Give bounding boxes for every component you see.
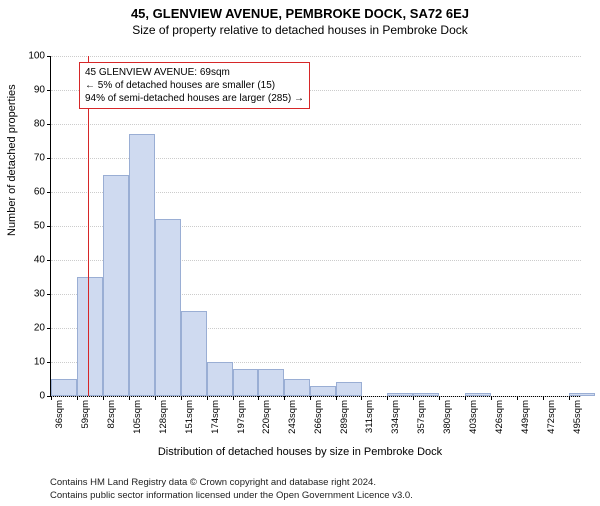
histogram-bar (310, 386, 336, 396)
histogram-bar (413, 393, 439, 396)
xtick-mark (439, 396, 440, 400)
xtick-label: 243sqm (287, 400, 298, 434)
ytick-label: 90 (34, 85, 51, 96)
chart-title-sub: Size of property relative to detached ho… (0, 23, 600, 37)
annotation-line: 45 GLENVIEW AVENUE: 69sqm (85, 66, 304, 79)
gridline (51, 396, 581, 397)
gridline (51, 124, 581, 125)
xtick-mark (181, 396, 182, 400)
xtick-mark (233, 396, 234, 400)
xtick-label: 495sqm (572, 400, 583, 434)
xtick-mark (284, 396, 285, 400)
xtick-label: 151sqm (184, 400, 195, 434)
ytick-label: 100 (28, 51, 51, 62)
ytick-label: 60 (34, 187, 51, 198)
ytick-label: 70 (34, 153, 51, 164)
xtick-label: 220sqm (261, 400, 272, 434)
annotation-line: 94% of semi-detached houses are larger (… (85, 92, 304, 105)
ytick-label: 10 (34, 357, 51, 368)
xtick-label: 380sqm (442, 400, 453, 434)
xtick-mark (207, 396, 208, 400)
histogram-bar (103, 175, 129, 396)
xtick-mark (336, 396, 337, 400)
xtick-label: 334sqm (390, 400, 401, 434)
xtick-label: 426sqm (494, 400, 505, 434)
xtick-mark (569, 396, 570, 400)
histogram-bar (51, 379, 77, 396)
xtick-mark (491, 396, 492, 400)
histogram-bar (284, 379, 310, 396)
histogram-bar (207, 362, 233, 396)
ytick-label: 80 (34, 119, 51, 130)
xtick-label: 59sqm (80, 400, 91, 429)
histogram-bar (465, 393, 491, 396)
xtick-mark (387, 396, 388, 400)
ytick-label: 30 (34, 289, 51, 300)
xtick-label: 289sqm (339, 400, 350, 434)
histogram-bar (233, 369, 259, 396)
xtick-label: 174sqm (210, 400, 221, 434)
xtick-label: 472sqm (546, 400, 557, 434)
xtick-mark (103, 396, 104, 400)
footer-line-2: Contains public sector information licen… (50, 490, 413, 502)
xtick-mark (51, 396, 52, 400)
xtick-mark (310, 396, 311, 400)
histogram-plot-area: 010203040506070809010036sqm59sqm82sqm105… (50, 56, 581, 397)
ytick-label: 20 (34, 323, 51, 334)
histogram-bar (77, 277, 103, 396)
xtick-label: 266sqm (313, 400, 324, 434)
xtick-label: 403sqm (468, 400, 479, 434)
xtick-mark (543, 396, 544, 400)
footer-line-1: Contains HM Land Registry data © Crown c… (50, 477, 413, 489)
y-axis-label: Number of detached properties (6, 84, 18, 236)
xtick-mark (465, 396, 466, 400)
xtick-mark (258, 396, 259, 400)
gridline (51, 56, 581, 57)
property-annotation-box: 45 GLENVIEW AVENUE: 69sqm← 5% of detache… (79, 62, 310, 109)
xtick-label: 36sqm (54, 400, 65, 429)
xtick-label: 357sqm (416, 400, 427, 434)
ytick-label: 40 (34, 255, 51, 266)
xtick-label: 128sqm (158, 400, 169, 434)
histogram-bar (387, 393, 413, 396)
xtick-mark (77, 396, 78, 400)
chart-title-main: 45, GLENVIEW AVENUE, PEMBROKE DOCK, SA72… (0, 6, 600, 21)
xtick-mark (517, 396, 518, 400)
xtick-label: 82sqm (106, 400, 117, 429)
xtick-mark (129, 396, 130, 400)
histogram-bar (155, 219, 181, 396)
xtick-mark (361, 396, 362, 400)
x-axis-label: Distribution of detached houses by size … (0, 446, 600, 458)
histogram-bar (258, 369, 284, 396)
ytick-label: 0 (39, 391, 51, 402)
xtick-label: 449sqm (520, 400, 531, 434)
histogram-bar (181, 311, 207, 396)
annotation-line: ← 5% of detached houses are smaller (15) (85, 79, 304, 92)
xtick-label: 105sqm (132, 400, 143, 434)
xtick-label: 197sqm (236, 400, 247, 434)
histogram-bar (129, 134, 155, 396)
xtick-mark (413, 396, 414, 400)
histogram-bar (569, 393, 595, 396)
xtick-mark (155, 396, 156, 400)
histogram-bar (336, 382, 362, 396)
xtick-label: 311sqm (364, 400, 375, 433)
attribution-footer: Contains HM Land Registry data © Crown c… (50, 477, 413, 502)
ytick-label: 50 (34, 221, 51, 232)
